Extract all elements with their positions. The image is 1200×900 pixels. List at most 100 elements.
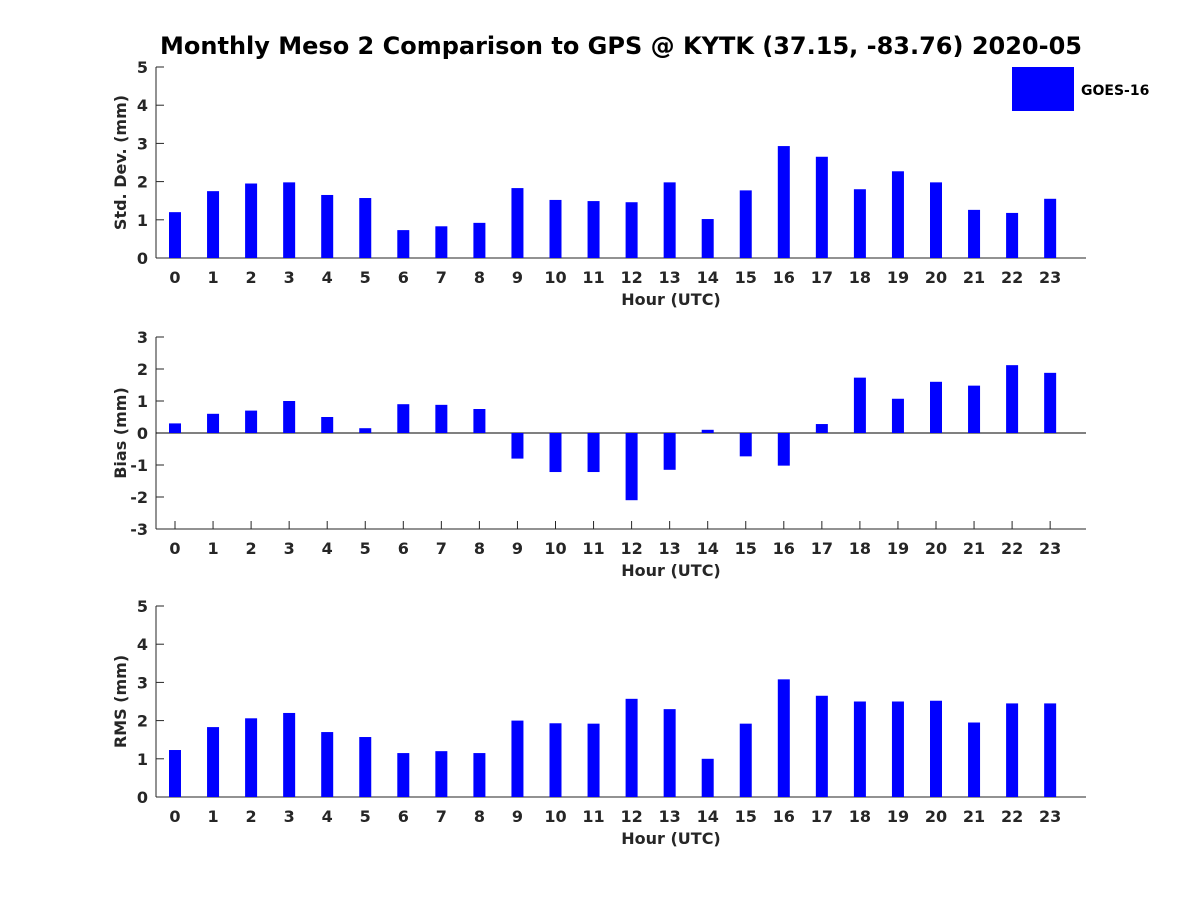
x-tick-label: 20 — [925, 539, 947, 558]
bar-hour-3 — [283, 712, 296, 797]
bar-hour-2 — [245, 718, 258, 797]
bar-hour-7 — [435, 226, 448, 258]
bar-hour-10 — [549, 723, 562, 797]
x-axis-label: Hour (UTC) — [621, 829, 721, 848]
bar-hour-8 — [473, 409, 486, 433]
bar-hour-5 — [359, 737, 372, 797]
bar-hour-12 — [625, 698, 638, 797]
bar-hour-13 — [663, 433, 676, 470]
x-tick-label: 20 — [925, 268, 947, 287]
bar-hour-12 — [625, 202, 638, 258]
bar-hour-15 — [739, 723, 752, 797]
y-tick-label: 2 — [137, 360, 148, 379]
x-tick-label: 19 — [887, 268, 909, 287]
y-tick-label: 2 — [137, 712, 148, 731]
x-tick-label: 14 — [697, 807, 719, 826]
x-tick-label: 4 — [322, 268, 333, 287]
bar-hour-23 — [1044, 703, 1057, 797]
bar-hour-18 — [853, 701, 866, 797]
bar-hour-2 — [245, 183, 258, 258]
y-tick-label: -2 — [130, 488, 148, 507]
x-tick-label: 22 — [1001, 268, 1023, 287]
x-tick-label: 0 — [169, 807, 180, 826]
x-tick-label: 8 — [474, 268, 485, 287]
x-tick-label: 17 — [811, 539, 833, 558]
x-tick-label: 7 — [436, 539, 447, 558]
bar-hour-9 — [511, 720, 524, 797]
x-tick-label: 15 — [735, 539, 757, 558]
y-tick-label: 2 — [137, 173, 148, 192]
x-tick-label: 2 — [246, 807, 257, 826]
bar-hour-21 — [968, 385, 981, 433]
x-tick-label: 7 — [436, 268, 447, 287]
y-tick-label: 5 — [137, 597, 148, 616]
x-tick-label: 23 — [1039, 268, 1061, 287]
bar-hour-1 — [207, 191, 220, 258]
bar-hour-10 — [549, 433, 562, 473]
bar-hour-9 — [511, 433, 524, 459]
bar-hour-0 — [169, 423, 181, 433]
bar-hour-14 — [701, 758, 714, 797]
bar-hour-16 — [777, 146, 790, 258]
bar-hour-19 — [891, 171, 904, 258]
x-tick-label: 11 — [582, 807, 604, 826]
x-axis-label: Hour (UTC) — [621, 561, 721, 580]
y-axis-label: RMS (mm) — [111, 655, 130, 748]
x-tick-label: 1 — [207, 807, 218, 826]
bar-hour-13 — [663, 709, 676, 797]
y-tick-label: 4 — [137, 96, 148, 115]
bar-hour-11 — [587, 723, 600, 797]
x-tick-label: 13 — [659, 807, 681, 826]
x-tick-label: 3 — [284, 268, 295, 287]
bar-hour-11 — [587, 433, 600, 473]
bar-hour-20 — [930, 182, 942, 258]
x-tick-label: 13 — [659, 539, 681, 558]
chart-title: Monthly Meso 2 Comparison to GPS @ KYTK … — [160, 32, 1082, 60]
bar-hour-4 — [321, 417, 334, 433]
x-tick-label: 23 — [1039, 539, 1061, 558]
x-tick-label: 4 — [322, 539, 333, 558]
bar-hour-1 — [207, 727, 220, 797]
x-tick-label: 8 — [474, 539, 485, 558]
y-tick-label: 0 — [137, 249, 148, 268]
bar-hour-13 — [663, 182, 676, 258]
bar-hour-12 — [625, 433, 638, 501]
bar-hour-15 — [739, 433, 752, 457]
x-tick-label: 1 — [207, 539, 218, 558]
y-tick-label: 0 — [137, 788, 148, 807]
bar-hour-15 — [739, 190, 752, 258]
bar-hour-23 — [1044, 198, 1057, 258]
x-tick-label: 18 — [849, 807, 871, 826]
x-tick-label: 20 — [925, 807, 947, 826]
x-tick-label: 22 — [1001, 807, 1023, 826]
x-tick-label: 0 — [169, 268, 180, 287]
legend-swatch — [1012, 67, 1074, 111]
x-tick-label: 19 — [887, 539, 909, 558]
x-tick-label: 8 — [474, 807, 485, 826]
x-tick-label: 6 — [398, 539, 409, 558]
x-tick-label: 12 — [620, 539, 642, 558]
bar-hour-14 — [701, 219, 714, 258]
x-tick-label: 6 — [398, 268, 409, 287]
x-tick-label: 2 — [246, 268, 257, 287]
y-tick-label: 0 — [137, 424, 148, 443]
x-tick-label: 6 — [398, 807, 409, 826]
x-tick-label: 11 — [582, 268, 604, 287]
x-tick-label: 17 — [811, 807, 833, 826]
bar-hour-5 — [359, 198, 372, 258]
y-tick-label: 3 — [137, 328, 148, 347]
x-tick-label: 0 — [169, 539, 180, 558]
bar-hour-0 — [169, 750, 181, 797]
bar-hour-16 — [777, 433, 790, 466]
bar-hour-5 — [359, 428, 372, 433]
x-tick-label: 23 — [1039, 807, 1061, 826]
x-tick-label: 10 — [544, 807, 566, 826]
bar-hour-1 — [207, 413, 220, 433]
x-tick-label: 22 — [1001, 539, 1023, 558]
y-axis-label: Std. Dev. (mm) — [111, 95, 130, 230]
bar-hour-3 — [283, 401, 296, 433]
bar-hour-19 — [891, 398, 904, 433]
